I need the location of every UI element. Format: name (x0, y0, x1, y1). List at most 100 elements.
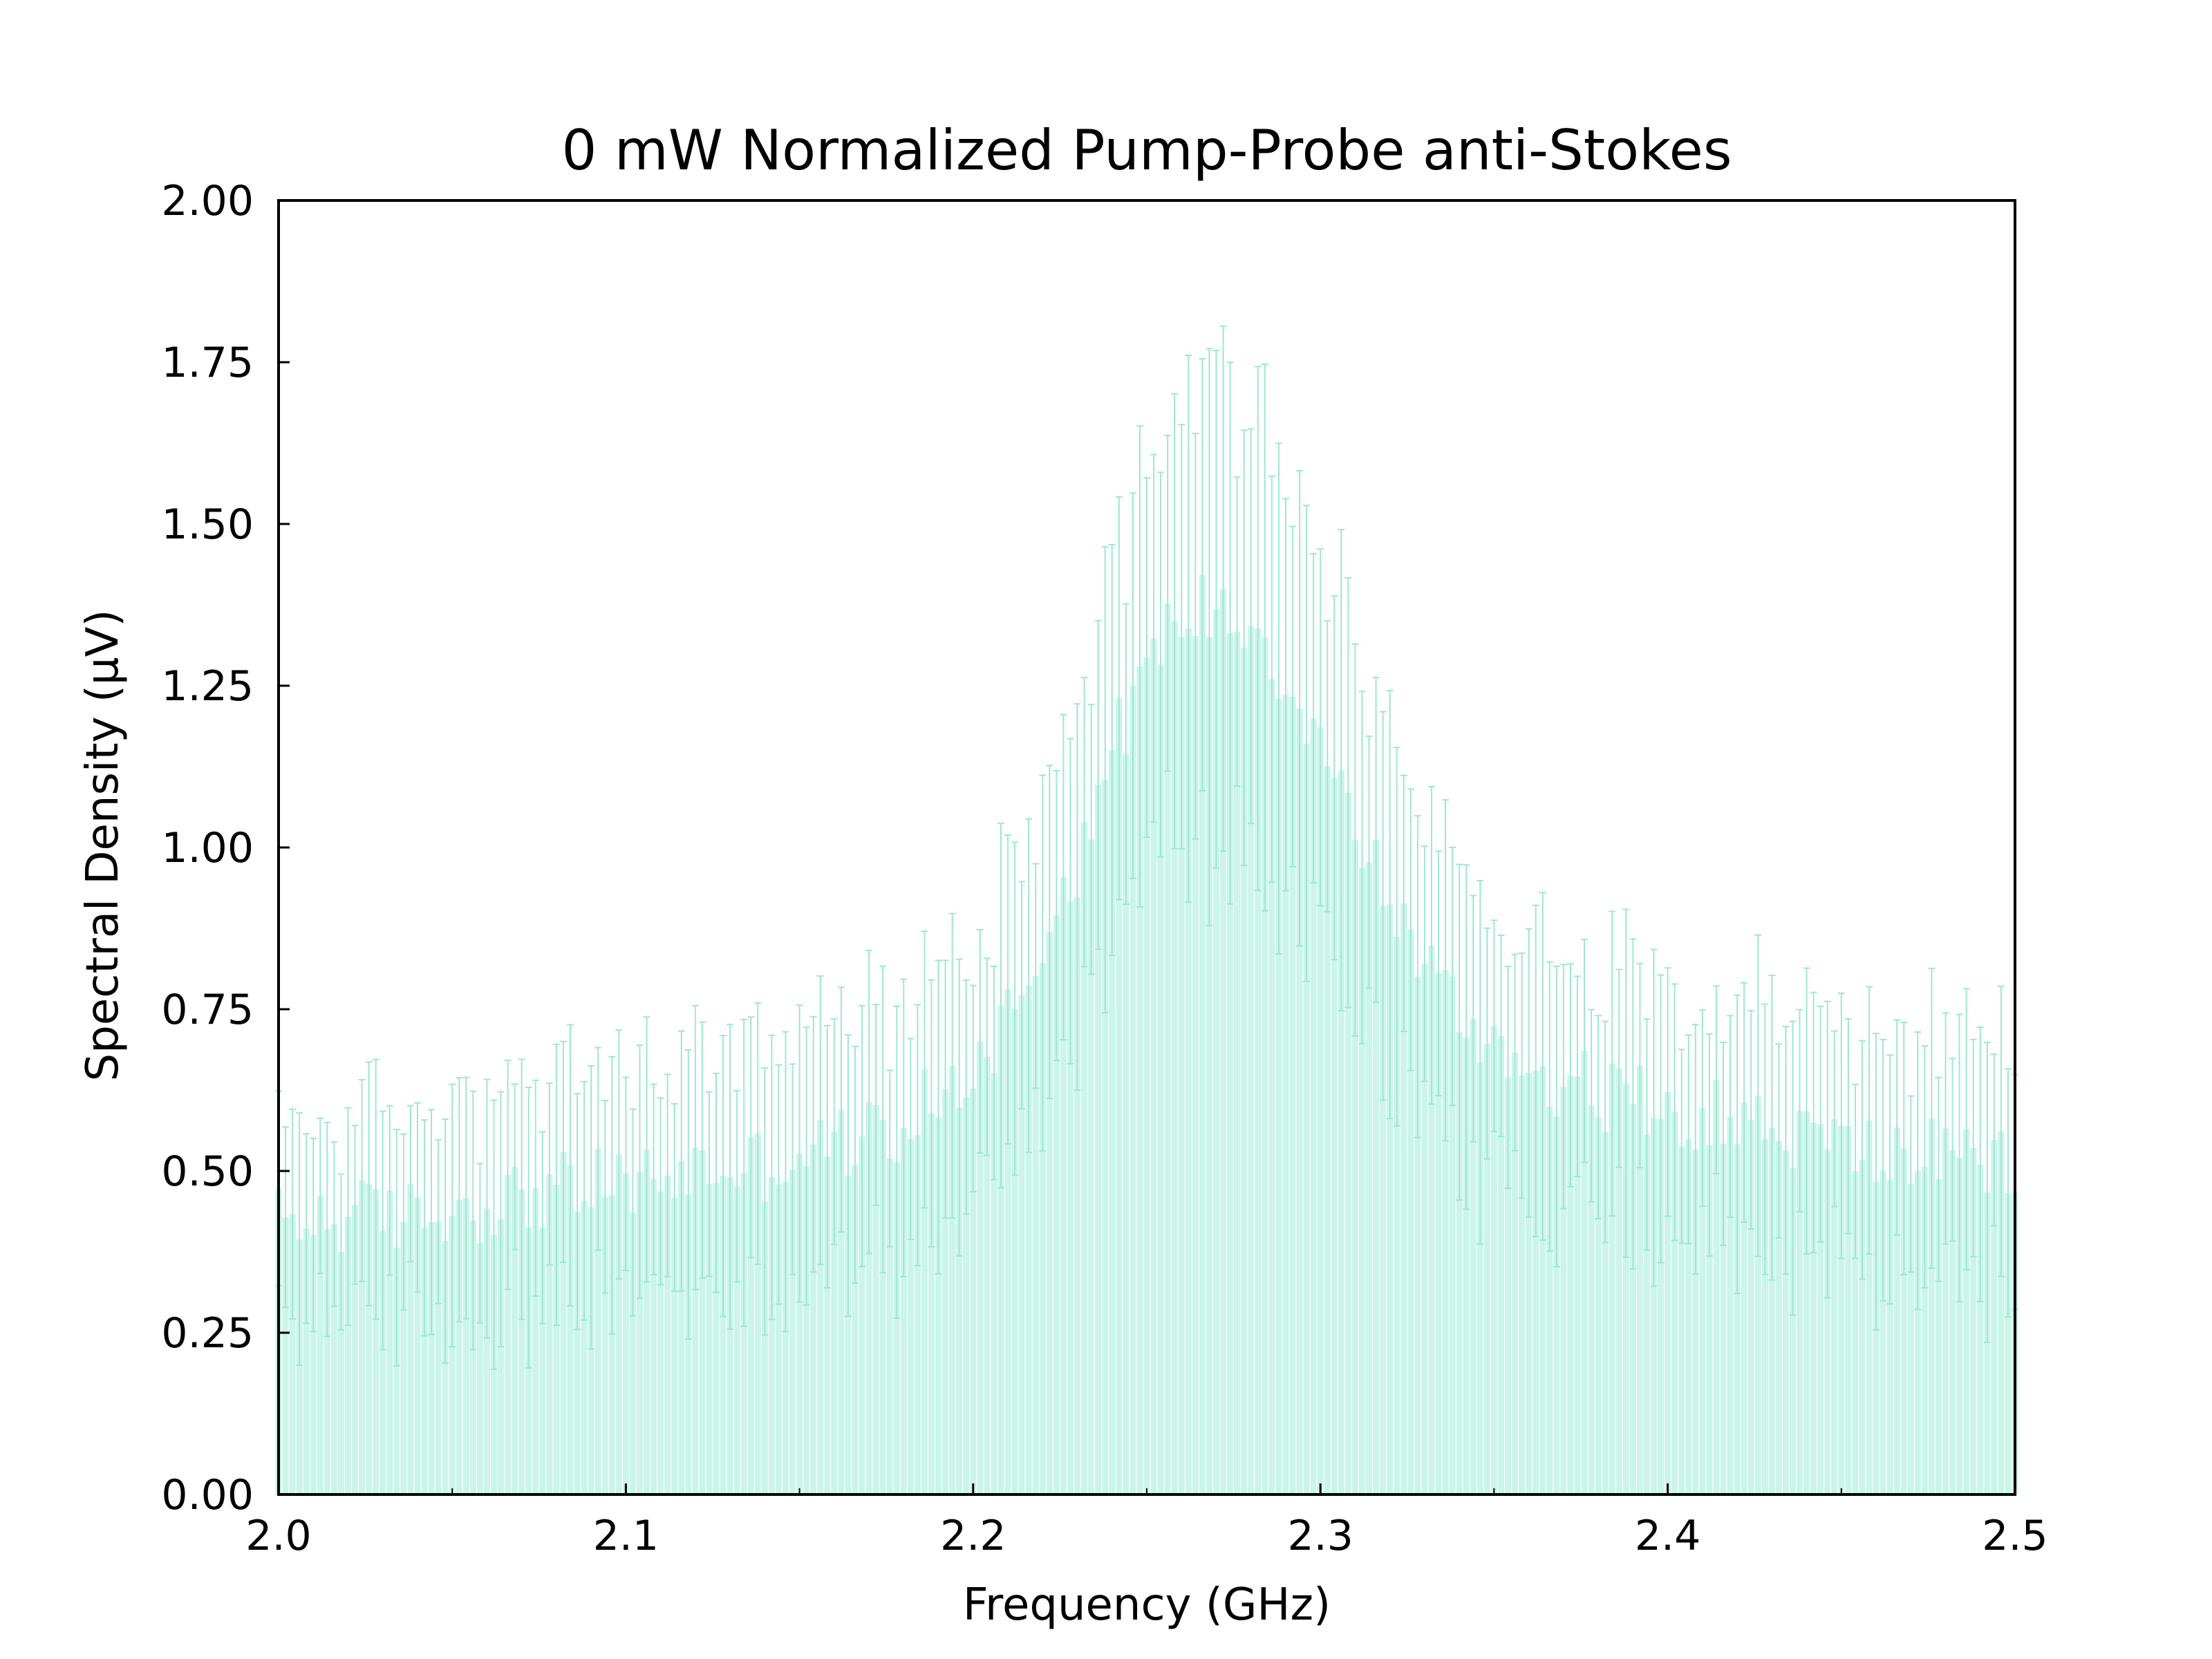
error-bar (921, 930, 928, 1209)
bar (1317, 727, 1324, 1494)
bar (352, 1204, 359, 1494)
error-bar (1532, 904, 1539, 1237)
error-bar (1039, 774, 1047, 1152)
error-bar (713, 1072, 720, 1293)
bar (1282, 694, 1289, 1495)
bar (1004, 989, 1011, 1494)
bar (462, 1198, 469, 1494)
error-bar (1844, 1018, 1852, 1235)
bar (678, 1161, 685, 1494)
bar (1678, 1146, 1685, 1494)
bar (1643, 1134, 1650, 1494)
bar (754, 1134, 761, 1494)
error-bar (1247, 428, 1255, 825)
bar (1123, 753, 1130, 1494)
error-bar (1935, 1076, 1942, 1282)
error-bar (1553, 965, 1560, 1268)
error-bar (1761, 1003, 1769, 1275)
error-bar (1650, 948, 1658, 1287)
bar (1463, 1037, 1470, 1494)
error-bar (330, 1141, 338, 1307)
error-bar (1393, 747, 1400, 1127)
axes-layer: 2.0 2.1 2.2 2.3 2.4 2.5 0.00 0.25 0.50 0.75 1.00 1.… (161, 177, 2047, 1560)
error-bar (893, 1005, 901, 1319)
error-bar (1178, 424, 1185, 850)
bar (1658, 1118, 1665, 1494)
bar (1074, 897, 1081, 1494)
error-bar (1921, 1045, 1929, 1289)
bar (692, 1147, 699, 1494)
error-bar (796, 1004, 803, 1303)
bar (644, 1149, 650, 1494)
error-bar (552, 1043, 560, 1327)
bar (442, 1241, 449, 1494)
error-bar (1157, 471, 1165, 858)
error-bar (727, 1024, 734, 1330)
bar (1039, 963, 1046, 1494)
bar (1199, 574, 1206, 1494)
bar (1560, 1086, 1567, 1494)
error-bar (768, 1034, 776, 1320)
error-bar (650, 1083, 657, 1275)
bar (1699, 1108, 1706, 1494)
bar (414, 1197, 421, 1494)
error-bar (1060, 713, 1067, 1041)
error-bar (1511, 953, 1519, 1152)
error-bar (1386, 690, 1394, 1120)
bar (1609, 1063, 1615, 1494)
error-bar (691, 1004, 699, 1291)
bar (1824, 1150, 1831, 1494)
bar (949, 1065, 956, 1494)
error-bar (483, 1078, 491, 1339)
x-axis-label: Frequency (GHz) (963, 1580, 1331, 1631)
bar (1526, 1073, 1533, 1494)
bar (845, 1175, 852, 1494)
bar (407, 1183, 414, 1494)
bar (1109, 750, 1116, 1494)
error-bar (615, 1029, 623, 1280)
error-bar (1928, 967, 1936, 1269)
bar (512, 1167, 518, 1494)
bar (1018, 995, 1025, 1494)
bar (546, 1174, 553, 1494)
bar (1567, 1075, 1574, 1494)
error-bar (1136, 425, 1143, 908)
error-bar (1969, 1038, 1977, 1258)
bar (1081, 822, 1088, 1494)
bar (1650, 1118, 1658, 1494)
error-bar (1254, 366, 1262, 892)
error-bar (1067, 738, 1074, 1065)
bar (1991, 1140, 1998, 1494)
error-bar (428, 1109, 435, 1335)
error-bar (1796, 1009, 1803, 1213)
error-bar (1566, 963, 1574, 1188)
bar (1442, 970, 1449, 1494)
error-bar (1595, 1015, 1602, 1220)
bar (1636, 1065, 1643, 1494)
error-bar (324, 1121, 331, 1338)
error-bar (574, 1093, 581, 1331)
error-bar (518, 1058, 525, 1320)
error-bar (608, 1056, 616, 1335)
error-bar (677, 1030, 685, 1292)
error-bar (538, 1131, 546, 1324)
error-bar (532, 1079, 539, 1297)
bar (1622, 1083, 1629, 1494)
bar (977, 1041, 984, 1494)
bar (1289, 696, 1296, 1495)
error-bar (317, 1117, 324, 1275)
bar (1380, 906, 1387, 1494)
error-bar (421, 1119, 429, 1337)
bar (699, 1150, 706, 1494)
bar (1665, 1091, 1671, 1494)
bar (720, 1176, 727, 1494)
bar (594, 1149, 601, 1494)
error-bar (1615, 968, 1623, 1168)
bar (1136, 666, 1143, 1494)
error-bar (393, 1128, 400, 1367)
error-bar (1573, 975, 1581, 1178)
error-bar (914, 1004, 921, 1266)
error-bar (1317, 548, 1324, 907)
bar (1116, 698, 1123, 1494)
error-bar (1372, 677, 1380, 1004)
